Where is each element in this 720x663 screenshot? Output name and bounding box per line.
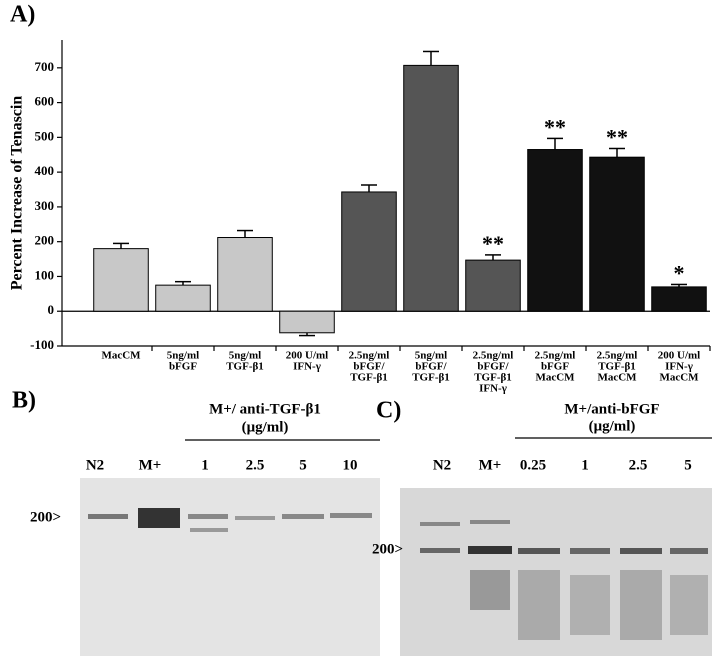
blot-bands [88, 508, 372, 532]
lane-label: M+ [139, 457, 162, 473]
x-tick-label: 200 U/ml [658, 350, 700, 362]
x-tick-label: 200 U/ml [286, 350, 328, 362]
x-tick-label: TGF-β1 [226, 361, 264, 373]
lane-label: 1 [201, 457, 209, 473]
x-tick-label: IFN-γ [665, 361, 693, 373]
blot-header: M+/anti-bFGF [564, 401, 659, 417]
significance: ** [482, 231, 504, 256]
bar [651, 286, 707, 312]
bar [279, 310, 335, 334]
panel-label: C) [376, 398, 401, 424]
y-tick-label: -100 [30, 337, 54, 352]
x-tick-label: TGF-β1 [474, 372, 512, 384]
x-tick-label: bFGF/ [477, 361, 509, 373]
lane-label: N2 [86, 457, 104, 473]
lane-label: 5 [684, 457, 692, 473]
blot-bands [420, 520, 708, 640]
bar [93, 248, 149, 312]
x-tick-label: 2.5ng/ml [535, 350, 576, 362]
bar [341, 191, 397, 312]
x-tick-label: TGF-β1 [412, 372, 450, 384]
x-tick-label: 5ng/ml [167, 350, 199, 362]
significance: ** [606, 125, 628, 150]
x-tick-label: 5ng/ml [229, 350, 261, 362]
y-tick-label: 100 [35, 267, 55, 282]
y-tick-label: 700 [35, 59, 55, 74]
x-tick-label: 2.5ng/ml [597, 350, 638, 362]
y-tick-label: 500 [35, 128, 55, 143]
blot-unit: (μg/ml) [242, 419, 289, 435]
x-tick-label: bFGF [169, 361, 197, 373]
x-tick-label: bFGF/ [353, 361, 385, 373]
x-tick-label: MacCM [659, 372, 699, 384]
x-tick-label: MacCM [535, 372, 575, 384]
lane-label: N2 [433, 457, 451, 473]
significance: * [674, 260, 685, 285]
bar [155, 284, 211, 312]
y-tick-label: 600 [35, 94, 55, 109]
x-tick-label: bFGF/ [415, 361, 447, 373]
lane-label: 10 [343, 457, 358, 473]
bar [527, 149, 583, 312]
panel-label: B) [12, 388, 36, 414]
y-tick-label: 300 [35, 198, 55, 213]
y-tick-label: 0 [48, 302, 55, 317]
x-tick-label: IFN-γ [293, 361, 321, 373]
x-tick-label: bFGF [541, 361, 569, 373]
size-marker: 200> [372, 541, 403, 557]
y-tick-label: 400 [35, 163, 55, 178]
x-tick-label: 2.5ng/ml [473, 350, 514, 362]
x-tick-label: 2.5ng/ml [349, 350, 390, 362]
bar [403, 64, 459, 312]
x-tick-label: MacCM [101, 350, 141, 362]
x-tick-label: TGF-β1 [598, 361, 636, 373]
x-tick-label: 5ng/ml [415, 350, 447, 362]
blot [80, 478, 380, 656]
blot-unit: (μg/ml) [589, 418, 636, 434]
lane-label: 2.5 [629, 457, 648, 473]
lane-label: 5 [299, 457, 307, 473]
panel-label: A) [10, 2, 35, 28]
significance: ** [544, 114, 566, 139]
y-tick-label: 200 [35, 233, 55, 248]
bar [217, 237, 273, 312]
lane-label: 1 [581, 457, 589, 473]
bar [465, 259, 521, 312]
y-axis-label: Percent Increase of Tenascin [9, 96, 26, 291]
lane-label: 0.25 [520, 457, 546, 473]
lane-label: M+ [479, 457, 502, 473]
lane-label: 2.5 [246, 457, 265, 473]
size-marker: 200> [30, 509, 61, 525]
x-tick-label: TGF-β1 [350, 372, 388, 384]
blot-header: M+/ anti-TGF-β1 [209, 401, 321, 417]
bar [589, 156, 645, 312]
x-tick-label: MacCM [597, 372, 637, 384]
x-tick-label: IFN-γ [479, 383, 507, 395]
